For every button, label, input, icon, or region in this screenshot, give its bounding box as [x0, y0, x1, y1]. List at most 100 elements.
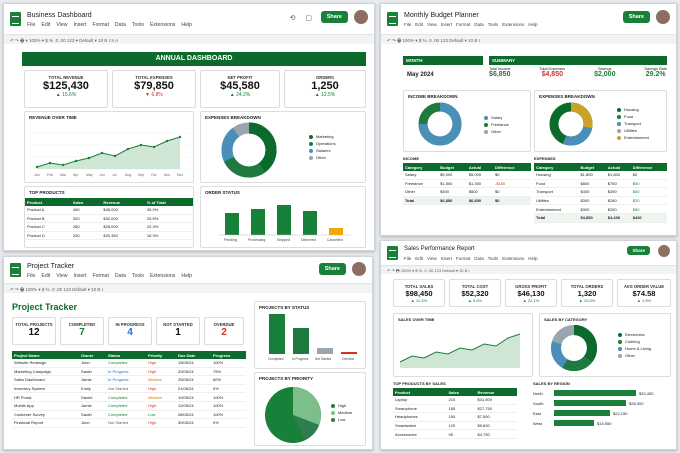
tracker-heading: Project Tracker [12, 302, 78, 312]
title-bar: Monthly Budget Planner File Edit View Inser… [381, 4, 676, 34]
expenses-donut [549, 102, 593, 146]
status-label: Overdue [342, 357, 354, 361]
income-donut [418, 102, 462, 146]
table-row: Smartwatch 120 $9,600 [393, 421, 517, 431]
menu-insert[interactable]: Insert [73, 21, 87, 28]
month-label: Jan [34, 173, 40, 177]
toolbar[interactable]: ↶ ↷ 🖶 100% ▾ $ % .0 .00 123 Default ▾ 10… [381, 34, 676, 44]
sales-line-chart [399, 333, 521, 368]
month-label: Dec [177, 173, 183, 177]
sales-by-region: SALES BY REGION North $32,450 South $28,30… [533, 381, 673, 426]
order-label: Cancelled [327, 238, 343, 242]
menu-format[interactable]: Format [92, 21, 109, 28]
projects-by-status-panel: PROJECTS BY STATUS Completed In Progress N… [254, 301, 366, 369]
revenue-line [36, 136, 181, 168]
month-label: Apr [73, 173, 79, 177]
menu-edit[interactable]: Edit [41, 21, 51, 28]
table-row: HR Portal Daniel Completed Medium 10/05/24 10… [12, 392, 246, 402]
region-row: North $32,450 [533, 390, 654, 396]
sales-over-time-panel: SALES OVER TIME [393, 313, 533, 377]
table-row: Entertainment $300 $250 $50 [534, 204, 667, 214]
share-button[interactable]: Share [622, 11, 650, 23]
table-row: Financial Report John Not Started High 30/05… [12, 418, 246, 428]
avatar[interactable] [656, 10, 670, 24]
revenue-area [37, 137, 180, 169]
kpi-card: OVERDUE 2 [204, 317, 244, 345]
table-row: Total $4,850 $4,430 $420 [534, 213, 667, 223]
share-button[interactable]: Share [627, 246, 650, 255]
order-label: Delivered [301, 238, 316, 242]
menu-help[interactable]: Help [181, 21, 193, 28]
sheets-logo-icon [387, 12, 398, 26]
share-button[interactable]: Share [318, 263, 346, 275]
title-bar: Project Tracker File Edit View Insert Format… [4, 257, 372, 283]
priority-legend: High Medium Low [331, 401, 352, 424]
share-button[interactable]: Share [320, 11, 348, 23]
budget-planner-window: Monthly Budget Planner File Edit View Inser… [380, 3, 677, 236]
order-label: Processing [248, 238, 265, 242]
toolbar[interactable]: ↶ ↷ 🖶 100% ▾ $ % .0 .00 123 Default ▾ 10… [4, 283, 372, 293]
expenses-panel: EXPENSES BREAKDOWN Marketing Operations … [200, 111, 366, 183]
project-table-wrap: Project Name Owner Status Priority Due Date P… [12, 351, 246, 428]
dashboard-band: ANNUAL DASHBOARD [22, 52, 366, 66]
toolbar[interactable]: ↶ ↷ 🖶 ▾ 100% ▾ $ % .0 .00 123 ▾ Default … [4, 34, 374, 44]
kpi-card: TOTAL EXPENSES $79,850 ▼ 6.8% [112, 70, 196, 108]
sales-report-window: Sales Performance Report File Edit View Ins… [380, 240, 677, 450]
avatar[interactable] [352, 262, 366, 276]
doc-title[interactable]: Project Tracker [27, 262, 75, 270]
table-row: Utilities $300 $280 $20 [534, 196, 667, 206]
top-products-sales-table: Product Sales Revenue Laptop 210 $31,500 Sma… [393, 388, 517, 439]
expenses-title: EXPENSES BREAKDOWN [205, 115, 261, 120]
revenue-chart-title: REVENUE OVER TIME [29, 115, 77, 120]
doc-title[interactable]: Monthly Budget Planner [404, 12, 479, 19]
kpi-card: NOT STARTED 1 [156, 317, 200, 345]
menu-bar: File Edit View Insert Format Data Tools Extensi… [27, 22, 192, 28]
month-label: Mar [60, 173, 67, 177]
kpi-card: TOTAL ORDERS 1,320 ▲ 10.8% [561, 279, 613, 307]
kpi-card: TOTAL SALES $98,450 ▲ 12.4% [393, 279, 445, 307]
table-row: Transport $400 $350 $50 [534, 187, 667, 197]
order-status-bar-chart: Pending Processing Shipped Delivered Cancell… [219, 205, 351, 242]
income-legend: Salary Freelance Other [484, 113, 509, 136]
category-donut [551, 325, 597, 371]
month-label: Oct [151, 173, 156, 177]
kpi-card: TOTAL REVENUE $125,430 ▲ 15.6% [24, 70, 108, 108]
top-products-title: TOP PRODUCTS [29, 190, 65, 195]
month-value[interactable]: May 2024 [407, 72, 434, 78]
table-row: Other $500 $500 $0 [403, 187, 531, 197]
project-tracker-window: Project Tracker File Edit View Insert Format… [3, 256, 373, 450]
month-label: Feb [47, 173, 53, 177]
doc-title[interactable]: Sales Performance Report [404, 246, 475, 252]
month-label: Nov [164, 173, 170, 177]
sheets-logo-icon [387, 246, 398, 260]
revenue-chart-panel: REVENUE OVER TIME Jan Feb Mar Apr May Jun Jul A… [24, 111, 194, 183]
menu-bar: File Edit View Insert Format Data Tools Extensi… [404, 256, 538, 261]
table-row: Headphones 150 $7,500 [393, 412, 517, 422]
kpi-card: IN PROGRESS 4 [108, 317, 152, 345]
table-row: Mobile App Jamie Completed High 12/05/24 100% [12, 401, 246, 411]
table-row: Product B 320 $32,000 25.5% [25, 214, 193, 224]
menu-view[interactable]: View [56, 21, 68, 28]
avatar[interactable] [658, 245, 670, 257]
table-row: Laptop 210 $31,500 [393, 396, 517, 405]
table-row: Website Redesign John Completed High 15/05/2… [12, 359, 246, 368]
toolbar[interactable]: ↶ ↷ 🖶 100% ▾ $ % .0 .00 123 Default ▾ 10… [381, 265, 676, 274]
table-row: Freelance $1,500 $1,350 -$150 [403, 179, 531, 189]
expenses-legend: Marketing Operations Salaries Other [309, 132, 336, 162]
doc-title[interactable]: Business Dashboard [27, 11, 92, 19]
table-row: Salary $5,000 $5,000 $0 [403, 171, 531, 180]
month-label: May [86, 173, 93, 177]
menu-data[interactable]: Data [114, 21, 126, 28]
region-row: West $15,550 [533, 420, 612, 426]
summary-header: SUMMARY [489, 56, 667, 65]
history-icon[interactable]: ⟲ ▢ [289, 15, 316, 22]
menu-extensions[interactable]: Extensions [149, 21, 176, 28]
avatar[interactable] [354, 10, 368, 24]
menu-tools[interactable]: Tools [131, 21, 144, 28]
month-label: Jun [99, 173, 105, 177]
order-label: Shipped [277, 238, 290, 242]
table-row: Total $6,850 $6,850 $0 [403, 196, 531, 206]
table-row: Marketing Campaign Sarah In Progress High 20… [12, 367, 246, 377]
menu-file[interactable]: File [27, 21, 36, 28]
month-label: Jul [112, 173, 117, 177]
